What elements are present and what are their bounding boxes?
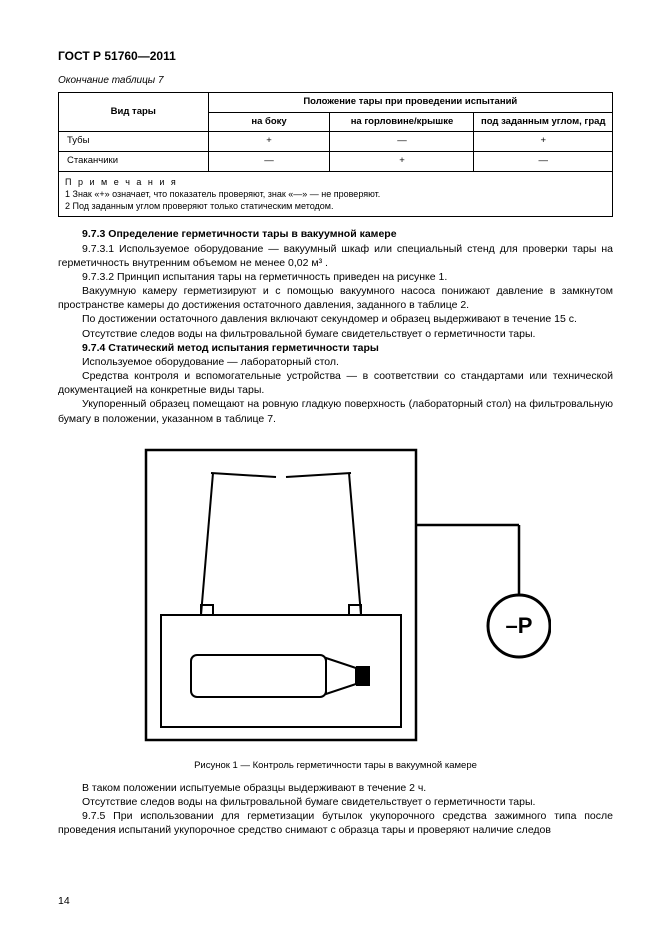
- cell: —: [208, 152, 330, 172]
- cell: +: [474, 132, 613, 152]
- after-p1: В таком положении испытуемые образцы выд…: [58, 781, 613, 795]
- after-p2: Отсутствие следов воды на фильтровальной…: [58, 795, 613, 809]
- row-name: Стаканчики: [59, 152, 209, 172]
- th-row-label: Вид тары: [59, 92, 209, 132]
- notes-title: П р и м е ч а н и я: [65, 177, 178, 187]
- para-9-7-3-2a: 9.7.3.2 Принцип испытания тары на гермет…: [58, 270, 613, 284]
- cell: —: [474, 152, 613, 172]
- table-row: Тубы+—+: [59, 132, 613, 152]
- svg-text:–Р: –Р: [505, 613, 532, 638]
- th-group-label: Положение тары при проведении испытаний: [208, 92, 612, 112]
- cell: +: [330, 152, 474, 172]
- para-9-7-3-2d: Отсутствие следов воды на фильтровальной…: [58, 327, 613, 341]
- para-9-7-3-2c: По достижении остаточного давления включ…: [58, 312, 613, 326]
- heading-9-7-4: 9.7.4 Статический метод испытания гермет…: [58, 341, 613, 355]
- cell: —: [330, 132, 474, 152]
- th-sub-0: на боку: [208, 112, 330, 132]
- para-9-7-4b: Средства контроля и вспомогательные устр…: [58, 369, 613, 397]
- figure-caption: Рисунок 1 — Контроль герметичности тары …: [58, 760, 613, 773]
- page: ГОСТ Р 51760—2011 Окончание таблицы 7 Ви…: [0, 0, 661, 936]
- vacuum-chamber-diagram: –Р: [121, 440, 551, 750]
- note-line-2: 2 Под заданным углом проверяют только ст…: [65, 201, 333, 211]
- table-notes: П р и м е ч а н и я 1 Знак «+» означает,…: [59, 171, 613, 216]
- cell: +: [208, 132, 330, 152]
- figure-1: –Р Рисунок 1 — Контроль герметичности та…: [58, 440, 613, 773]
- th-sub-1: на горловине/крышке: [330, 112, 474, 132]
- note-line-1: 1 Знак «+» означает, что показатель пров…: [65, 189, 380, 199]
- para-9-7-4a: Используемое оборудование — лабораторный…: [58, 355, 613, 369]
- para-9-7-4c: Укупоренный образец помещают на ровную г…: [58, 397, 613, 425]
- heading-9-7-3: 9.7.3 Определение герметичности тары в в…: [58, 227, 613, 241]
- after-p3: 9.7.5 При использовании для герметизации…: [58, 809, 613, 837]
- page-number: 14: [58, 894, 70, 908]
- th-sub-2: под заданным углом, град: [474, 112, 613, 132]
- table-caption: Окончание таблицы 7: [58, 74, 613, 88]
- para-9-7-3-1: 9.7.3.1 Используемое оборудование — ваку…: [58, 242, 613, 270]
- table-7: Вид тары Положение тары при проведении и…: [58, 92, 613, 218]
- para-9-7-3-2b: Вакуумную камеру герметизируют и с помощ…: [58, 284, 613, 312]
- table-row: Стаканчики—+—: [59, 152, 613, 172]
- row-name: Тубы: [59, 132, 209, 152]
- document-header: ГОСТ Р 51760—2011: [58, 48, 613, 64]
